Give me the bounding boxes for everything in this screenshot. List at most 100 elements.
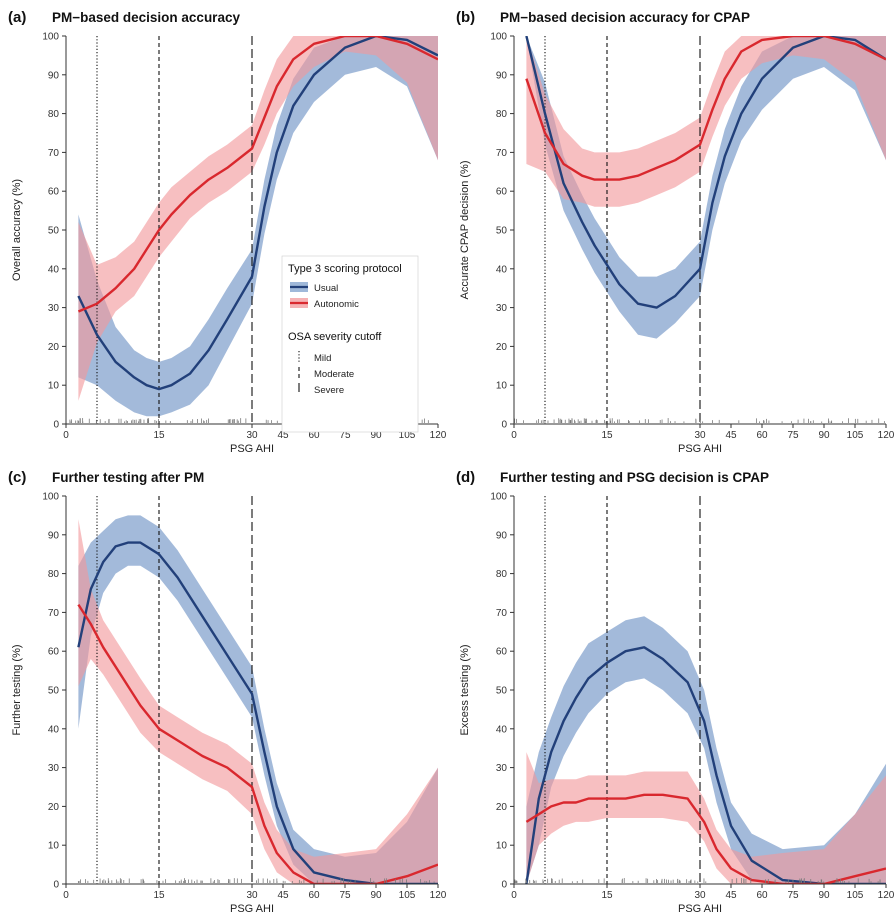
plot-area xyxy=(69,36,438,424)
y-tick-label: 90 xyxy=(48,530,60,541)
y-tick-label: 10 xyxy=(496,381,508,392)
series-band-autonomic xyxy=(526,752,886,884)
y-tick-label: 60 xyxy=(496,187,508,198)
x-tick-label: 45 xyxy=(725,890,737,901)
y-tick-label: 60 xyxy=(496,647,508,658)
y-tick-label: 10 xyxy=(48,381,60,392)
x-tick-label: 15 xyxy=(153,430,165,441)
y-tick-label: 60 xyxy=(48,187,60,198)
series-line-autonomic xyxy=(525,36,886,181)
y-tick-label: 0 xyxy=(53,420,59,431)
y-tick-label: 0 xyxy=(501,880,507,891)
series-band-usual xyxy=(526,616,886,884)
y-tick-label: 70 xyxy=(48,608,60,619)
series-line-usual xyxy=(77,541,438,884)
y-tick-label: 70 xyxy=(48,148,60,159)
panel-a: (a) PM−based decision accuracy 0 10 20 30 40 50… xyxy=(8,9,447,455)
x-tick-label: 45 xyxy=(277,430,289,441)
x-tick-label: 45 xyxy=(277,890,289,901)
legend-cutoff-entry: Severe xyxy=(314,385,344,396)
x-tick-label: 15 xyxy=(153,890,165,901)
panel-title: Further testing after PM xyxy=(52,470,204,485)
series-band-autonomic xyxy=(78,36,438,401)
x-axis-label: PSG AHI xyxy=(230,903,274,915)
x-axis-label: PSG AHI xyxy=(678,443,722,455)
y-tick-label: 70 xyxy=(496,148,508,159)
y-tick-label: 100 xyxy=(42,32,59,43)
y-tick-label: 50 xyxy=(496,686,508,697)
legend-cutoff-entry: Moderate xyxy=(314,369,354,380)
y-tick-label: 80 xyxy=(496,569,508,580)
x-tick-label: 90 xyxy=(370,890,382,901)
panel-letter: (c) xyxy=(8,469,26,486)
panel-title: Further testing and PSG decision is CPAP xyxy=(500,470,769,485)
y-tick-label: 40 xyxy=(496,724,508,735)
y-tick-label: 20 xyxy=(496,342,508,353)
y-axis-label: Excess testing (%) xyxy=(459,644,471,735)
y-tick-label: 10 xyxy=(496,841,508,852)
x-axis-label: PSG AHI xyxy=(230,443,274,455)
x-tick-label: 105 xyxy=(847,430,864,441)
legend: Type 3 scoring protocol Usual Autonomic OSA… xyxy=(281,255,419,433)
x-tick-label: 75 xyxy=(787,890,799,901)
x-tick-label: 45 xyxy=(725,430,737,441)
y-tick-label: 20 xyxy=(48,802,60,813)
x-tick-label: 120 xyxy=(878,890,895,901)
x-tick-label: 30 xyxy=(246,430,258,441)
series-band-usual xyxy=(78,515,438,884)
y-tick-label: 30 xyxy=(48,303,60,314)
y-tick-label: 20 xyxy=(48,342,60,353)
legend-cutoff-entry: Mild xyxy=(314,353,331,364)
panel-letter: (b) xyxy=(456,9,475,26)
panel-c: (c) Further testing after PM 0 10 20 30 40 50 60… xyxy=(8,469,447,915)
y-tick-label: 0 xyxy=(53,880,59,891)
y-tick-label: 0 xyxy=(501,420,507,431)
y-tick-label: 10 xyxy=(48,841,60,852)
panel-d: (d) Further testing and PSG decision is C… xyxy=(456,469,895,915)
y-tick-label: 40 xyxy=(48,724,60,735)
panel-b: (b) PM−based decision accuracy for CPAP 0 1… xyxy=(456,9,895,455)
series-band-autonomic xyxy=(78,519,438,884)
y-tick-label: 90 xyxy=(496,530,508,541)
x-tick-label: 120 xyxy=(878,430,895,441)
y-tick-label: 30 xyxy=(48,763,60,774)
series-band-usual xyxy=(526,36,886,339)
series-line-autonomic xyxy=(525,793,886,884)
panel-title: PM−based decision accuracy for CPAP xyxy=(500,10,750,25)
x-tick-label: 15 xyxy=(601,890,613,901)
y-tick-label: 30 xyxy=(496,763,508,774)
y-axis-label: Overall accuracy (%) xyxy=(11,179,23,281)
y-tick-label: 70 xyxy=(496,608,508,619)
x-tick-label: 75 xyxy=(339,430,351,441)
x-tick-label: 90 xyxy=(818,430,830,441)
y-tick-label: 50 xyxy=(496,226,508,237)
y-tick-label: 100 xyxy=(42,492,59,503)
y-tick-label: 30 xyxy=(496,303,508,314)
series-line-usual xyxy=(525,646,886,884)
series-line-autonomic xyxy=(77,36,438,313)
x-tick-label: 120 xyxy=(430,430,447,441)
y-tick-label: 40 xyxy=(48,264,60,275)
series-band-autonomic xyxy=(526,36,886,207)
panel-letter: (a) xyxy=(8,9,26,26)
y-tick-label: 100 xyxy=(490,492,507,503)
y-tick-label: 80 xyxy=(48,569,60,580)
y-tick-label: 40 xyxy=(496,264,508,275)
y-tick-label: 80 xyxy=(496,109,508,120)
x-tick-label: 60 xyxy=(308,890,320,901)
x-tick-label: 75 xyxy=(787,430,799,441)
x-tick-label: 90 xyxy=(818,890,830,901)
x-tick-label: 15 xyxy=(601,430,613,441)
series-line-usual xyxy=(77,36,438,391)
x-tick-label: 60 xyxy=(756,890,768,901)
x-axis-label: PSG AHI xyxy=(678,903,722,915)
panel-title: PM−based decision accuracy xyxy=(52,10,240,25)
series-band-usual xyxy=(78,36,438,417)
y-tick-label: 90 xyxy=(496,70,508,81)
legend-entry: Usual xyxy=(314,283,338,294)
panel-letter: (d) xyxy=(456,469,475,486)
x-tick-label: 0 xyxy=(63,890,69,901)
series-line-autonomic xyxy=(77,603,438,884)
y-tick-label: 50 xyxy=(48,686,60,697)
